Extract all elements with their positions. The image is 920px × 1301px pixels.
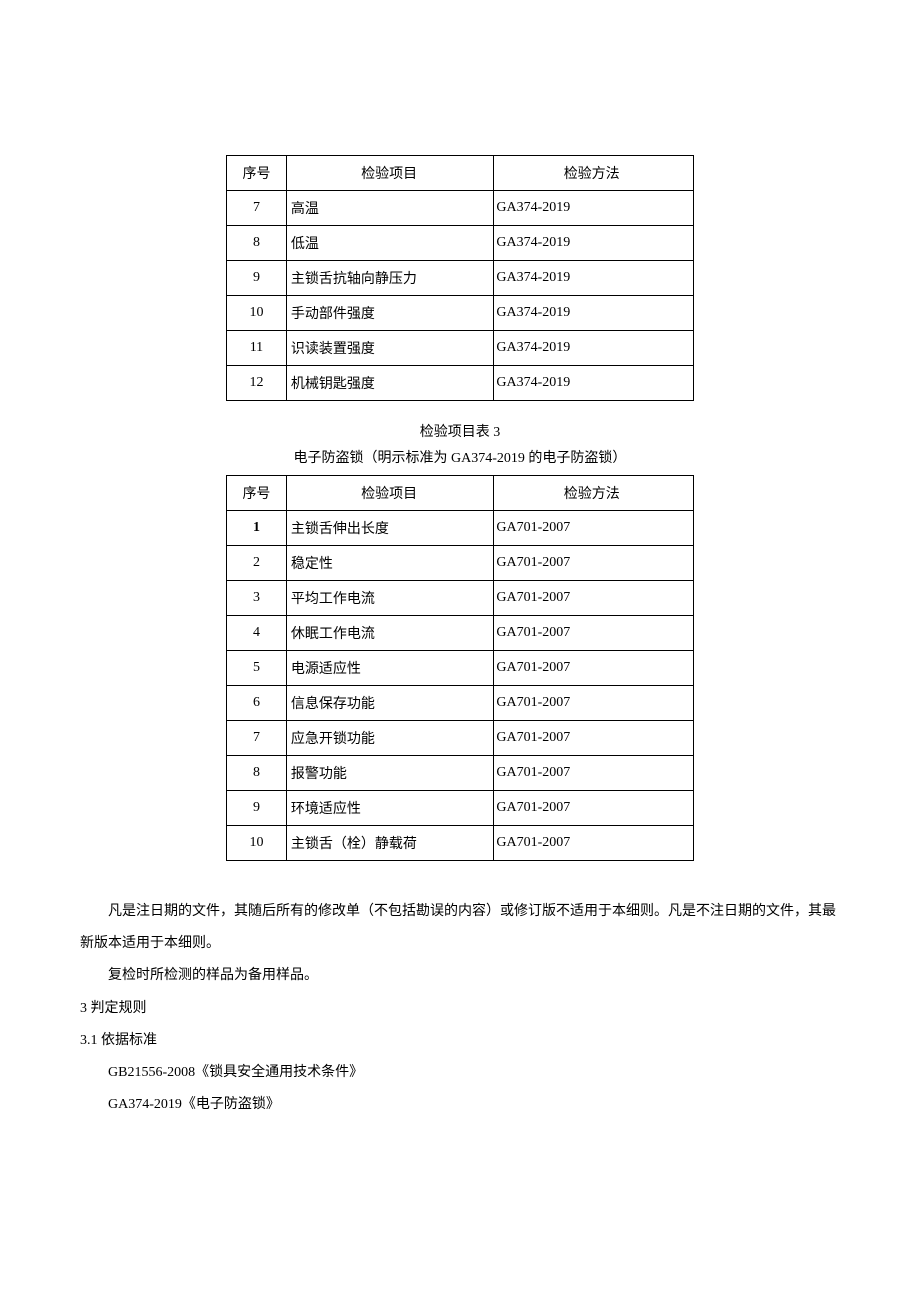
item-cell: 识读装置强度 — [286, 331, 493, 366]
method-cell: GA701-2007 — [494, 546, 694, 581]
method-cell: GA374-2019 — [494, 296, 694, 331]
header-item: 检验项目 — [286, 476, 494, 511]
table2-caption: 检验项目表 3 — [80, 421, 840, 441]
table-row: 8 报警功能 GA701-2007 — [227, 756, 694, 791]
item-cell: 主锁舌伸出长度 — [286, 511, 494, 546]
seq-cell: 9 — [227, 791, 287, 826]
item-cell: 报警功能 — [286, 756, 494, 791]
seq-cell: 10 — [227, 296, 287, 331]
method-cell: GA701-2007 — [494, 721, 694, 756]
seq-cell: 12 — [227, 366, 287, 401]
item-cell: 主锁舌抗轴向静压力 — [286, 261, 493, 296]
method-cell: GA374-2019 — [494, 191, 694, 226]
table1-body: 7 高温 GA374-2019 8 低温 GA374-2019 9 主锁舌抗轴向… — [227, 191, 694, 401]
seq-cell: 10 — [227, 826, 287, 861]
table-row: 8 低温 GA374-2019 — [227, 226, 694, 261]
standard-2: GA374-2019《电子防盗锁》 — [80, 1089, 840, 1121]
inspection-table-1: 序号 检验项目 检验方法 7 高温 GA374-2019 8 低温 GA374-… — [226, 155, 694, 401]
table-row: 10 主锁舌（栓）静载荷 GA701-2007 — [227, 826, 694, 861]
method-cell: GA374-2019 — [494, 331, 694, 366]
standard-1: GB21556-2008《锁具安全通用技术条件》 — [80, 1057, 840, 1089]
seq-cell: 2 — [227, 546, 287, 581]
method-cell: GA701-2007 — [494, 511, 694, 546]
item-cell: 高温 — [286, 191, 493, 226]
table-row: 9 主锁舌抗轴向静压力 GA374-2019 — [227, 261, 694, 296]
table2-body: 1 主锁舌伸出长度 GA701-2007 2 稳定性 GA701-2007 3 … — [227, 511, 694, 861]
method-cell: GA701-2007 — [494, 791, 694, 826]
seq-cell: 11 — [227, 331, 287, 366]
method-cell: GA701-2007 — [494, 651, 694, 686]
header-seq: 序号 — [227, 476, 287, 511]
table-row: 5 电源适应性 GA701-2007 — [227, 651, 694, 686]
seq-cell: 3 — [227, 581, 287, 616]
table-row: 11 识读装置强度 GA374-2019 — [227, 331, 694, 366]
seq-cell: 6 — [227, 686, 287, 721]
seq-cell: 7 — [227, 191, 287, 226]
inspection-table-2: 序号 检验项目 检验方法 1 主锁舌伸出长度 GA701-2007 2 稳定性 … — [226, 475, 694, 861]
method-cell: GA374-2019 — [494, 261, 694, 296]
table-row: 10 手动部件强度 GA374-2019 — [227, 296, 694, 331]
table-row: 9 环境适应性 GA701-2007 — [227, 791, 694, 826]
seq-cell: 8 — [227, 226, 287, 261]
header-item: 检验项目 — [286, 156, 493, 191]
table-row: 7 应急开锁功能 GA701-2007 — [227, 721, 694, 756]
table-header-row: 序号 检验项目 检验方法 — [227, 156, 694, 191]
table-row: 7 高温 GA374-2019 — [227, 191, 694, 226]
seq-cell: 7 — [227, 721, 287, 756]
table-row: 3 平均工作电流 GA701-2007 — [227, 581, 694, 616]
seq-cell: 4 — [227, 616, 287, 651]
seq-cell: 9 — [227, 261, 287, 296]
method-cell: GA701-2007 — [494, 756, 694, 791]
table-header-row: 序号 检验项目 检验方法 — [227, 476, 694, 511]
table-row: 12 机械钥匙强度 GA374-2019 — [227, 366, 694, 401]
method-cell: GA701-2007 — [494, 686, 694, 721]
item-cell: 稳定性 — [286, 546, 494, 581]
item-cell: 平均工作电流 — [286, 581, 494, 616]
paragraph-1: 凡是注日期的文件，其随后所有的修改单（不包括勘误的内容）或修订版不适用于本细则。… — [80, 896, 840, 960]
item-cell: 休眠工作电流 — [286, 616, 494, 651]
header-seq: 序号 — [227, 156, 287, 191]
item-cell: 手动部件强度 — [286, 296, 493, 331]
item-cell: 信息保存功能 — [286, 686, 494, 721]
table-row: 4 休眠工作电流 GA701-2007 — [227, 616, 694, 651]
item-cell: 机械钥匙强度 — [286, 366, 493, 401]
method-cell: GA374-2019 — [494, 366, 694, 401]
method-cell: GA701-2007 — [494, 616, 694, 651]
table-row: 1 主锁舌伸出长度 GA701-2007 — [227, 511, 694, 546]
table-row: 6 信息保存功能 GA701-2007 — [227, 686, 694, 721]
seq-cell: 8 — [227, 756, 287, 791]
body-text-section: 凡是注日期的文件，其随后所有的修改单（不包括勘误的内容）或修订版不适用于本细则。… — [80, 896, 840, 1121]
method-cell: GA374-2019 — [494, 226, 694, 261]
section-3-heading: 3 判定规则 — [80, 993, 840, 1025]
paragraph-2: 复检时所检测的样品为备用样品。 — [80, 960, 840, 992]
seq-cell: 1 — [227, 511, 287, 546]
section-3-1-heading: 3.1 依据标准 — [80, 1025, 840, 1057]
seq-cell: 5 — [227, 651, 287, 686]
item-cell: 主锁舌（栓）静载荷 — [286, 826, 494, 861]
table2-subcaption: 电子防盗锁（明示标准为 GA374-2019 的电子防盗锁） — [80, 447, 840, 467]
item-cell: 环境适应性 — [286, 791, 494, 826]
item-cell: 电源适应性 — [286, 651, 494, 686]
table-row: 2 稳定性 GA701-2007 — [227, 546, 694, 581]
method-cell: GA701-2007 — [494, 581, 694, 616]
item-cell: 应急开锁功能 — [286, 721, 494, 756]
header-method: 检验方法 — [494, 476, 694, 511]
method-cell: GA701-2007 — [494, 826, 694, 861]
item-cell: 低温 — [286, 226, 493, 261]
header-method: 检验方法 — [494, 156, 694, 191]
